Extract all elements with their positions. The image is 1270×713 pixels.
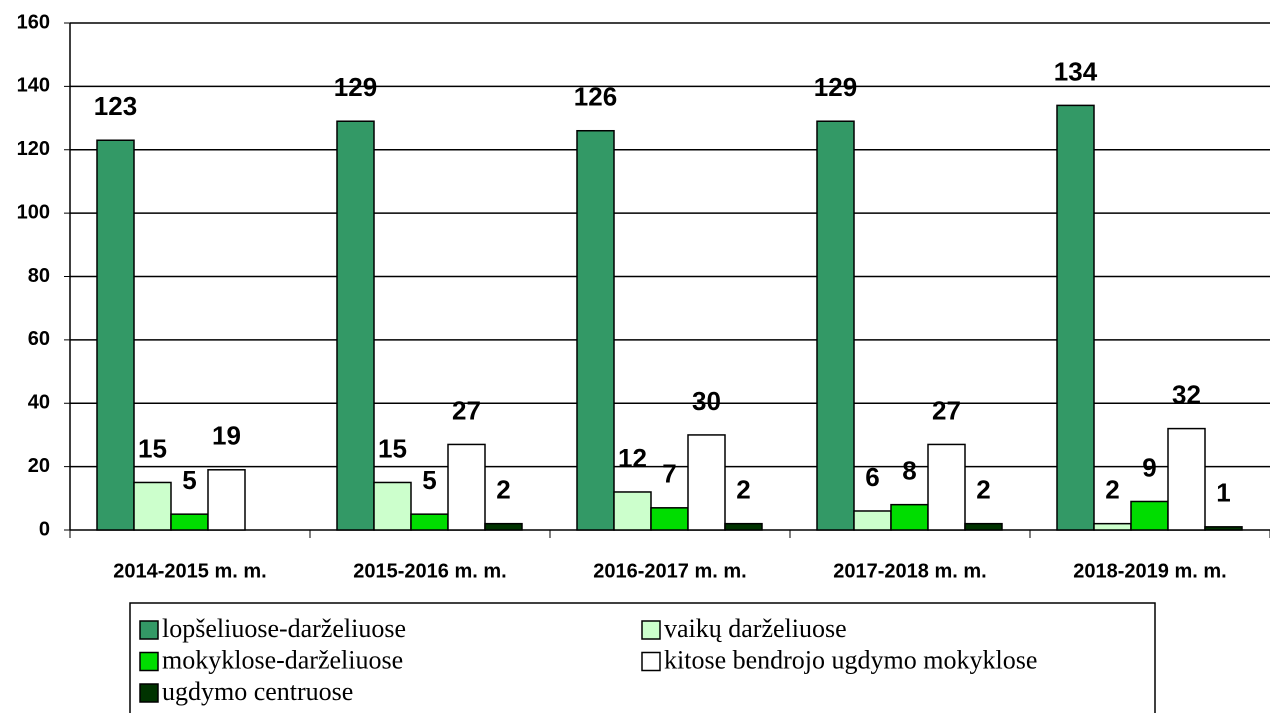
data-label: 30	[692, 386, 721, 416]
bar	[170, 513, 209, 531]
bar	[410, 513, 449, 531]
legend-box	[129, 602, 1156, 713]
bar	[207, 469, 246, 531]
legend-label: ugdymo centruose	[162, 677, 353, 706]
data-label: 1	[1216, 478, 1230, 508]
x-tick-label: 2016-2017 m. m.	[593, 560, 746, 582]
data-label: 12	[618, 443, 647, 473]
bar	[927, 443, 966, 531]
x-tick-label: 2018-2019 m. m.	[1073, 560, 1226, 582]
data-label: 5	[182, 465, 196, 495]
legend-swatch	[641, 620, 661, 640]
legend-label: mokyklose-darželiuose	[162, 645, 403, 674]
y-tick-label: 80	[28, 265, 50, 287]
data-label: 123	[94, 91, 137, 121]
data-label: 126	[574, 82, 617, 112]
bar	[133, 481, 172, 531]
y-tick-label: 160	[17, 11, 50, 33]
bar	[853, 510, 892, 531]
bar	[373, 481, 412, 531]
data-label: 129	[334, 72, 377, 102]
legend-label: vaikų darželiuose	[664, 614, 847, 643]
data-label: 2	[976, 475, 990, 505]
y-tick-label: 120	[17, 138, 50, 160]
bar	[576, 129, 615, 531]
bar	[687, 434, 726, 531]
legend-swatch	[139, 620, 159, 640]
data-label: 27	[932, 395, 961, 425]
bar	[1130, 500, 1169, 531]
bar	[1167, 427, 1206, 531]
legend-label: kitose bendrojo ugdymo mokyklose	[664, 645, 1037, 674]
data-label: 2	[496, 475, 510, 505]
bar	[1204, 526, 1243, 531]
x-tick-label: 2017-2018 m. m.	[833, 560, 986, 582]
data-label: 7	[662, 459, 676, 489]
data-label: 27	[452, 395, 481, 425]
bar	[816, 120, 855, 531]
x-tick-label: 2015-2016 m. m.	[353, 560, 506, 582]
data-label: 9	[1142, 452, 1156, 482]
data-label: 134	[1054, 56, 1098, 86]
data-label: 19	[212, 421, 241, 451]
x-tick-label: 2014-2015 m. m.	[113, 560, 266, 582]
bar	[484, 522, 523, 531]
legend-label: lopšeliuose-darželiuose	[162, 614, 406, 643]
bar	[96, 139, 135, 531]
legend-swatch	[139, 683, 159, 703]
bar	[650, 507, 689, 531]
bar	[447, 443, 486, 531]
data-label: 2	[736, 475, 750, 505]
data-label: 15	[138, 433, 167, 463]
data-label: 2	[1105, 475, 1119, 505]
data-label: 32	[1172, 379, 1201, 409]
y-tick-label: 0	[39, 518, 50, 540]
bar	[1056, 104, 1095, 531]
y-tick-label: 20	[28, 455, 50, 477]
data-label: 5	[422, 465, 436, 495]
data-label: 129	[814, 72, 857, 102]
y-tick-label: 140	[17, 75, 50, 97]
data-label: 6	[865, 462, 879, 492]
bar	[964, 522, 1003, 531]
data-label: 15	[378, 433, 407, 463]
bar	[724, 522, 763, 531]
legend-swatch	[641, 651, 661, 672]
bar	[613, 491, 652, 531]
y-tick-label: 60	[28, 328, 50, 350]
y-tick-label: 40	[28, 392, 50, 414]
bar	[1093, 522, 1132, 531]
bar	[890, 503, 929, 531]
legend-swatch	[139, 651, 159, 672]
y-tick-label: 100	[17, 201, 50, 223]
data-label: 8	[902, 456, 916, 486]
bar	[336, 120, 375, 531]
